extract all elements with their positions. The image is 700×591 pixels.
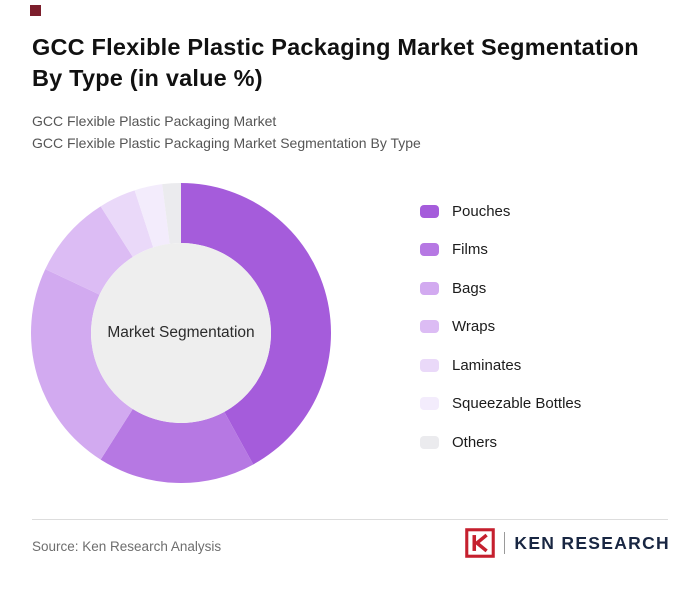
- legend-item-films: Films: [420, 239, 581, 261]
- donut-segment-wraps: [45, 206, 133, 295]
- donut-segment-films: [100, 408, 254, 483]
- legend-label: Others: [452, 433, 498, 451]
- legend-swatch: [420, 358, 439, 372]
- logo-divider: [504, 532, 506, 554]
- donut-segment-squeezable-bottles: [134, 184, 170, 248]
- ken-research-logo: KEN RESEARCH: [465, 528, 670, 558]
- donut-chart: Market Segmentation: [31, 183, 331, 483]
- legend-label: Wraps: [452, 318, 496, 335]
- chart-legend: Pouches Films Bags Wraps Laminates Squeezable…: [420, 200, 581, 453]
- legend-item-laminates: Laminates: [420, 354, 581, 376]
- legend-swatch: [420, 320, 439, 333]
- legend-label: Laminates: [452, 356, 522, 374]
- donut-segment-bags: [31, 269, 133, 460]
- legend-swatch: [420, 435, 439, 449]
- page-title: GCC Flexible Plastic Packaging Market Se…: [32, 34, 639, 91]
- donut-segment-others: [162, 183, 181, 244]
- donut-segment-pouches: [181, 183, 331, 465]
- legend-label: Bags: [452, 279, 487, 297]
- legend-item-bags: Bags: [420, 277, 581, 299]
- legend-item-wraps: Wraps: [420, 316, 581, 338]
- donut-chart-svg: [31, 183, 331, 483]
- subtitle-line-2: GCC Flexible Plastic Packaging Market Se…: [32, 135, 421, 151]
- donut-center-label: Market Segmentation: [107, 324, 255, 341]
- legend-item-pouches: Pouches: [420, 200, 581, 222]
- legend-item-squeezable-bottles: Squeezable Bottles: [420, 393, 581, 415]
- legend-swatch: [420, 397, 439, 410]
- donut-segment-laminates: [100, 190, 154, 258]
- footer-divider: [32, 519, 668, 520]
- subtitle-line-1: GCC Flexible Plastic Packaging Market: [32, 113, 277, 129]
- legend-swatch: [420, 204, 439, 218]
- subtitle-block: GCC Flexible Plastic Packaging Market GC…: [32, 110, 421, 154]
- legend-item-others: Others: [420, 431, 581, 453]
- legend-label: Pouches: [452, 202, 511, 220]
- brand-text: KEN RESEARCH: [514, 532, 670, 553]
- corner-accent-square: [30, 5, 41, 16]
- legend-swatch: [420, 243, 439, 256]
- ken-research-k-icon: [465, 528, 496, 558]
- source-text: Source: Ken Research Analysis: [32, 539, 222, 554]
- legend-label: Films: [452, 241, 488, 258]
- legend-swatch: [420, 281, 439, 295]
- donut-center: Market Segmentation: [91, 243, 271, 423]
- legend-label: Squeezable Bottles: [452, 395, 582, 412]
